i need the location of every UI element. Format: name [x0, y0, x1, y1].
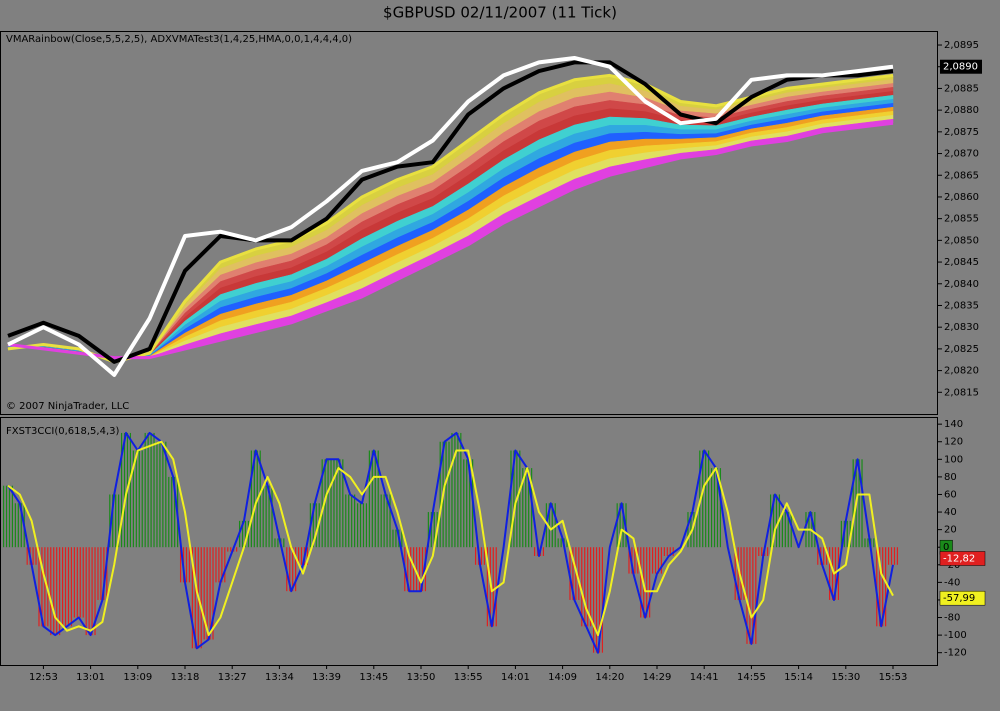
x-tick-label: 13:27 — [218, 672, 247, 683]
series-line — [7, 431, 894, 654]
y-tick-label: 40 — [944, 507, 957, 518]
last-value-label: -57,99 — [943, 593, 975, 604]
x-tick-label: 14:55 — [737, 672, 766, 683]
x-tick-label: 13:09 — [123, 672, 152, 683]
x-tick-label: 14:09 — [548, 672, 577, 683]
last-price-box — [940, 59, 982, 74]
x-tick-label: 14:41 — [690, 672, 719, 683]
y-tick-label: 2,0815 — [944, 387, 979, 398]
y-tick-label: 140 — [944, 419, 963, 430]
y-tick-label: 2,0880 — [944, 105, 979, 116]
y-tick-label: 2,0830 — [944, 322, 979, 333]
y-tick-label: 2,0875 — [944, 127, 979, 138]
copyright: © 2007 NinjaTrader, LLC — [6, 401, 129, 412]
series-line — [7, 73, 894, 364]
x-tick-label: 13:01 — [76, 672, 105, 683]
y-tick-label: -80 — [944, 613, 960, 624]
y-tick-label: 2,0850 — [944, 235, 979, 246]
y-tick-label: 2,0895 — [944, 40, 979, 51]
last-value-label: 0 — [943, 542, 949, 553]
x-tick-label: 13:55 — [454, 672, 483, 683]
y-tick-label: -100 — [944, 630, 967, 641]
y-tick-label: -120 — [944, 648, 967, 659]
y-tick-label: 2,0885 — [944, 83, 979, 94]
y-tick-label: 2,0820 — [944, 366, 979, 377]
y-tick-label: 20 — [944, 525, 957, 536]
plot-layer — [2, 56, 899, 654]
x-tick-label: 13:39 — [312, 672, 341, 683]
x-tick-label: 13:50 — [407, 672, 436, 683]
indicator-label: FXST3CCI(0,618,5,4,3) — [6, 426, 119, 437]
last-value-box — [939, 590, 986, 606]
y-tick-label: 2,0845 — [944, 257, 979, 268]
x-tick-label: 14:20 — [595, 672, 624, 683]
x-tick-label: 12:53 — [29, 672, 58, 683]
y-tick-label: -40 — [944, 577, 960, 588]
y-tick-label: 2,0855 — [944, 214, 979, 225]
indicator-label: VMARainbow(Close,5,5,2,5), ADXVMATest3(1… — [6, 34, 352, 45]
chart-title: $GBPUSD 02/11/2007 (11 Tick) — [383, 4, 617, 22]
y-tick-label: 2,0840 — [944, 279, 979, 290]
y-tick-label: 60 — [944, 489, 957, 500]
y-tick-label: 2,0860 — [944, 192, 979, 203]
y-tick-label: 120 — [944, 437, 963, 448]
y-tick-label: 2,0870 — [944, 149, 979, 160]
x-tick-label: 13:34 — [265, 672, 294, 683]
x-tick-label: 14:01 — [501, 672, 530, 683]
x-tick-label: 13:18 — [171, 672, 200, 683]
x-tick-label: 15:53 — [879, 672, 908, 683]
price-panel-border — [0, 31, 938, 415]
x-tick-label: 15:30 — [831, 672, 860, 683]
series-line — [7, 56, 894, 377]
last-value-box — [939, 551, 986, 566]
y-tick-label: 2,0835 — [944, 300, 979, 311]
series-line — [7, 121, 894, 360]
series-line — [7, 440, 894, 637]
x-tick-label: 14:29 — [643, 672, 672, 683]
last-price-label: 2,0890 — [943, 62, 978, 73]
x-tick-label: 13:45 — [359, 672, 388, 683]
x-tick-label: 15:14 — [784, 672, 813, 683]
last-value-label: -12,82 — [943, 553, 975, 564]
indicator-panel-border — [0, 417, 938, 666]
y-tick-label: 2,0865 — [944, 170, 979, 181]
y-tick-label: 80 — [944, 472, 957, 483]
y-tick-label: 2,0825 — [944, 344, 979, 355]
y-tick-label: 100 — [944, 454, 963, 465]
series-line — [7, 60, 894, 364]
